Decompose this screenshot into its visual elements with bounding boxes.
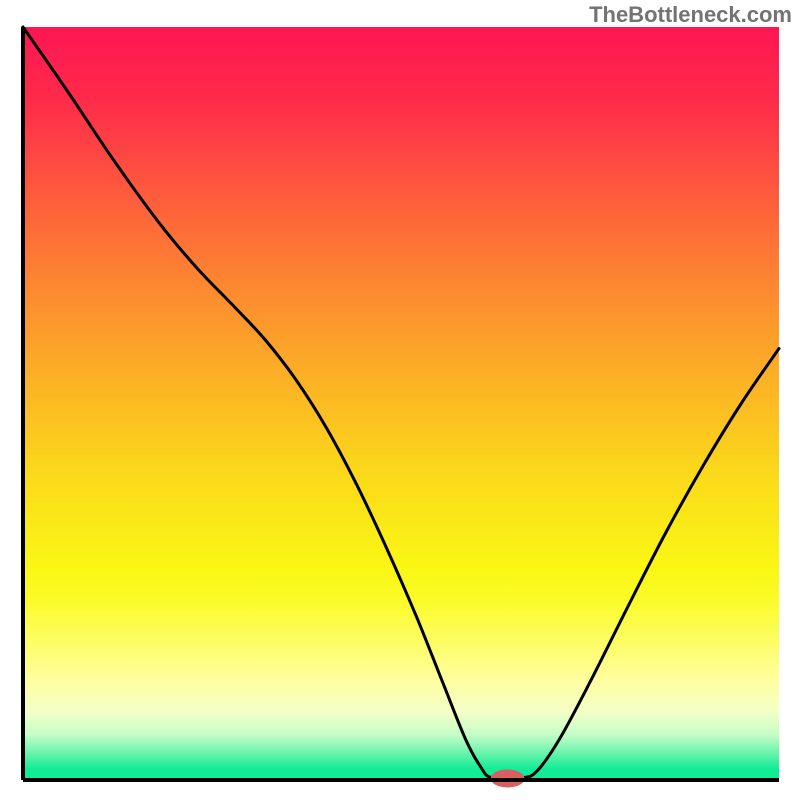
plot-background: [23, 27, 779, 780]
chart-container: TheBottleneck.com: [0, 0, 800, 800]
bottleneck-chart: [0, 0, 800, 800]
watermark-text: TheBottleneck.com: [589, 2, 792, 28]
